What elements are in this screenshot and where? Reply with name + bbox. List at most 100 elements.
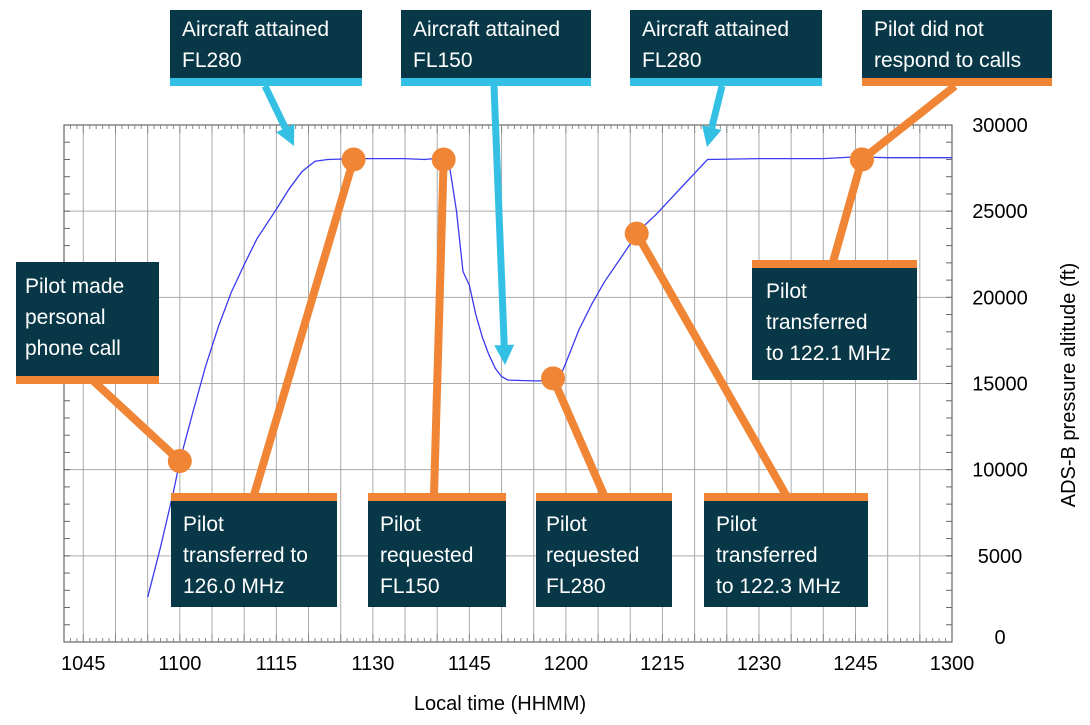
callout-box-bar <box>536 493 672 501</box>
event-marker <box>167 449 192 474</box>
event-connector <box>250 158 358 497</box>
x-tick-label: 1245 <box>833 653 878 675</box>
x-axis-title: Local time (HHMM) <box>414 693 586 715</box>
callout-box-bar <box>401 78 591 86</box>
annotation-arrow-head <box>276 123 295 146</box>
x-tick-label: 1200 <box>544 653 589 675</box>
x-tick-label: 1130 <box>351 653 394 675</box>
event-marker <box>624 221 649 246</box>
callout-box-background <box>368 495 506 607</box>
annotation-callout: Aircraft attained FL150 <box>401 10 591 86</box>
annotation-arrow-shaft <box>490 85 508 346</box>
y-tick-label: 10000 <box>972 460 1028 482</box>
callout-box-bar <box>752 260 917 268</box>
callout-label-line: to 122.1 MHz <box>766 342 891 365</box>
x-tick-label: 1115 <box>256 653 298 675</box>
callout-box-background <box>16 262 159 380</box>
callout-box-bar <box>170 78 362 86</box>
annotation-callout: Pilot did not respond to calls <box>862 10 1052 86</box>
y-tick-label: 25000 <box>972 201 1028 223</box>
annotation-arrow-shaft <box>708 85 726 129</box>
x-tick-label: 1300 <box>930 653 975 675</box>
callout-label-line: 126.0 MHz <box>183 575 285 598</box>
event-callout: Pilot requested FL150 <box>368 493 506 607</box>
callout-label-line: respond to calls <box>874 49 1021 72</box>
altitude-series-line <box>147 156 952 598</box>
event-marker <box>341 147 366 172</box>
event-callout: Pilot transferred to 122.3 MHz <box>704 493 868 607</box>
callout-box-background <box>536 495 672 607</box>
callout-box-background <box>401 10 591 82</box>
callout-box-bar <box>704 493 868 501</box>
callout-label-line: transferred <box>766 311 868 334</box>
event-marker <box>431 147 456 172</box>
x-tick-label: 1230 <box>737 653 782 675</box>
axes: 1045 1100 1115 1130 1145 1200 1215 1230 1245 1300… <box>61 115 1028 675</box>
callout-label-line: requested <box>546 544 639 567</box>
event-marker <box>541 366 566 391</box>
y-tick-label: 20000 <box>972 287 1028 309</box>
callout-label-line: FL280 <box>182 49 242 72</box>
callout-box-background <box>862 10 1052 82</box>
annotation-callout: Aircraft attained FL280 <box>170 10 362 86</box>
callout-label-line: transferred to <box>183 544 308 567</box>
callout-label-line: Pilot <box>183 513 224 536</box>
event-callout: Pilot transferred to 126.0 MHz <box>171 493 337 607</box>
event-callout: Pilot transferred to 122.1 MHz <box>752 260 917 380</box>
annotation-arrow-head <box>702 125 722 147</box>
callout-label-line: Pilot <box>716 513 757 536</box>
event-connector <box>549 376 608 497</box>
callout-label-line: FL150 <box>413 49 473 72</box>
callout-box-background <box>170 10 362 82</box>
callout-connectors <box>85 82 958 497</box>
callout-label-line: to 122.3 MHz <box>716 575 841 598</box>
no-response-connector <box>859 82 958 163</box>
callout-label-line: phone call <box>25 337 121 360</box>
x-tick-label: 1215 <box>640 653 685 675</box>
x-tick-label: 1100 <box>158 653 201 675</box>
annotation-arrow-shaft <box>261 84 289 130</box>
callout-label-line: FL280 <box>546 575 606 598</box>
callout-label-line: personal <box>25 306 106 329</box>
event-callout: Pilot requested FL280 <box>536 493 672 607</box>
y-tick-label: 5000 <box>978 546 1023 568</box>
event-connector <box>829 158 866 264</box>
callout-label-line: Pilot <box>380 513 421 536</box>
y-tick-label: 15000 <box>972 374 1028 396</box>
callout-boxes: Pilot made personal phone call Pilot transfe… <box>16 10 1052 607</box>
annotation-callout: Aircraft attained FL280 <box>630 10 822 86</box>
callout-label-line: Aircraft attained <box>642 18 789 41</box>
callout-label-line: Pilot did not <box>874 18 984 41</box>
series <box>147 156 952 598</box>
y-tick-label: 0 <box>994 627 1005 649</box>
callout-label-line: transferred <box>716 544 818 567</box>
callout-label-line: requested <box>380 544 473 567</box>
x-tick-label: 1045 <box>61 653 106 675</box>
event-marker <box>849 147 874 172</box>
callout-box-bar <box>171 493 337 501</box>
callout-label-line: Pilot <box>766 280 807 303</box>
callout-box-bar <box>16 376 159 384</box>
callout-label-line: Pilot made <box>25 275 124 298</box>
event-callout: Pilot made personal phone call <box>16 262 159 384</box>
callout-box-background <box>630 10 822 82</box>
callout-box-background <box>752 262 917 380</box>
callout-label-line: Aircraft attained <box>413 18 560 41</box>
callout-label-line: FL150 <box>380 575 440 598</box>
callout-label-line: FL280 <box>642 49 702 72</box>
callout-box-bar <box>368 493 506 501</box>
callout-label-line: Pilot <box>546 513 587 536</box>
y-axis-title: ADS-B pressure altitude (ft) <box>1058 263 1080 508</box>
annotation-arrow-head <box>494 344 515 365</box>
callout-box-background <box>704 495 868 607</box>
event-connector <box>430 159 448 496</box>
callout-label-line: Aircraft attained <box>182 18 329 41</box>
y-tick-label: 30000 <box>972 115 1028 137</box>
callout-box-bar <box>630 78 822 86</box>
callout-box-background <box>171 495 337 607</box>
x-tick-label: 1145 <box>448 653 491 675</box>
callout-box-bar <box>862 78 1052 86</box>
event-connector <box>85 373 183 464</box>
event-connector <box>633 231 790 497</box>
